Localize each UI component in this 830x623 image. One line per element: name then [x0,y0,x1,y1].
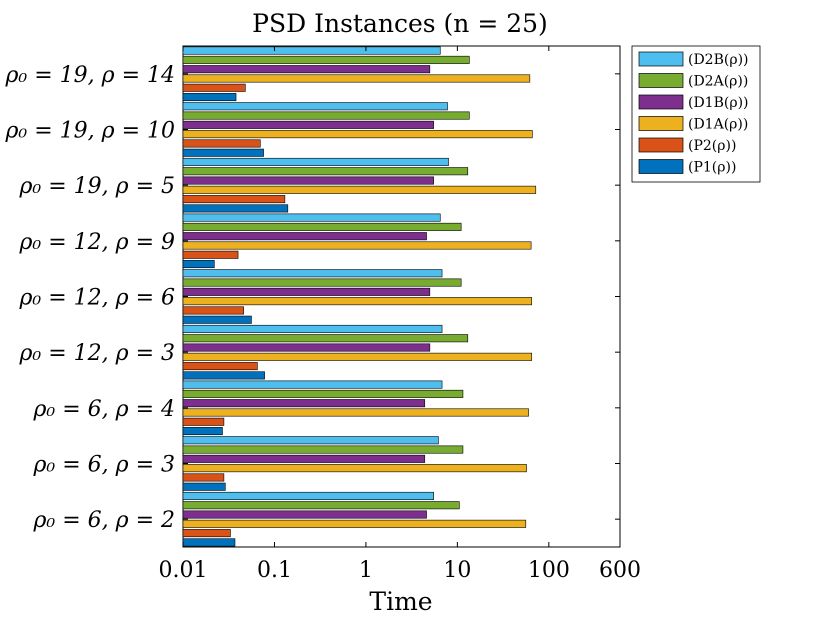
legend-swatch-p2 [638,137,684,153]
bar-p2-2 [182,195,286,204]
bars-layer [182,46,537,547]
legend-label-p2: (P2(ρ)) [688,138,736,154]
bar-d2a-1 [182,111,470,120]
x-tick-label: 0.01 [159,558,208,583]
bar-p1-0 [182,93,237,102]
bar-d1b-4 [182,287,431,296]
chart-title: PSD Instances (n = 25) [252,9,548,38]
y-tick-label: ρ₀ = 12, ρ = 9 [18,230,175,255]
bar-d2a-2 [182,167,469,176]
bar-d2a-0 [182,55,470,64]
bar-p1-4 [182,315,252,324]
legend-label-d1a: (D1A(ρ)) [688,117,748,133]
legend-swatch-d1b [638,94,684,110]
bar-d1a-5 [182,352,533,361]
bar-d2b-4 [182,269,443,278]
bar-p2-3 [182,250,239,259]
x-tick-label: 10 [443,558,471,583]
legend: (D2B(ρ)) (D2A(ρ)) (D1B(ρ)) (D1A(ρ)) (P2(ρ)) (… [631,45,761,183]
bar-d2a-3 [182,222,462,231]
bar-p2-4 [182,306,244,315]
legend-label-d1b: (D1B(ρ)) [688,95,749,111]
bar-d1b-1 [182,120,434,129]
legend-swatch-d2a [638,73,684,88]
y-tick-label: ρ₀ = 19, ρ = 5 [18,174,175,199]
bar-p1-2 [182,204,289,213]
bar-p2-6 [182,417,225,426]
bar-d2b-0 [182,46,441,55]
bar-d2b-2 [182,157,449,166]
bar-p2-0 [182,83,246,92]
plot-area [182,45,621,548]
bar-d2b-3 [182,213,441,222]
legend-swatch-p1 [638,159,684,174]
bar-d1b-3 [182,232,427,241]
legend-swatch-d1a [638,116,684,131]
bar-d2a-5 [182,334,469,343]
bar-d2b-8 [182,491,434,500]
bar-d1b-0 [182,65,431,74]
bar-d2a-8 [182,501,460,510]
x-tick-label: 0.1 [257,558,292,583]
y-tick-label: ρ₀ = 19, ρ = 10 [4,119,175,144]
bar-d2a-7 [182,445,464,454]
y-tick-label: ρ₀ = 12, ρ = 6 [18,286,175,311]
bar-d1b-8 [182,510,427,519]
bar-p2-7 [182,473,225,482]
legend-label-p1: (P1(ρ)) [688,160,736,176]
x-tick-label: 1 [359,558,373,583]
bar-d1a-0 [182,74,531,83]
bar-p2-5 [182,362,258,371]
bar-p1-1 [182,148,264,157]
bar-d1a-3 [182,241,532,250]
y-tick-label: ρ₀ = 19, ρ = 14 [4,63,175,88]
ticks-layer: ρ₀ = 19, ρ = 14 ρ₀ = 19, ρ = 10 ρ₀ = 19, ρ… [4,46,641,583]
y-tick-label: ρ₀ = 12, ρ = 3 [18,341,175,366]
bar-d1a-1 [182,130,533,139]
legend-label-d2a: (D2A(ρ)) [688,74,748,90]
bar-p1-8 [182,538,236,547]
bar-p2-8 [182,529,231,538]
y-tick-label: ρ₀ = 6, ρ = 4 [32,397,175,422]
bar-d2b-7 [182,436,439,445]
bar-p1-3 [182,260,215,269]
bar-d1b-2 [182,176,434,185]
bar-d1a-2 [182,185,537,194]
bar-d2b-5 [182,324,443,333]
x-tick-label: 600 [599,558,641,583]
bar-p1-7 [182,482,226,491]
bar-p1-5 [182,371,265,380]
x-axis-label: Time [369,587,432,616]
bar-d1b-5 [182,343,431,352]
y-tick-label: ρ₀ = 6, ρ = 2 [32,508,175,533]
bar-p1-6 [182,427,223,436]
bar-d1b-7 [182,454,426,463]
bar-p2-1 [182,139,261,148]
legend-swatch-d2b [638,51,684,67]
bar-d2b-6 [182,380,443,389]
bar-d1a-6 [182,408,529,417]
bar-d1b-6 [182,399,426,408]
bar-d1a-7 [182,464,527,473]
x-tick-label: 100 [528,558,570,583]
legend-label-d2b: (D2B(ρ)) [688,52,749,68]
bar-d2a-6 [182,389,464,398]
bar-d1a-8 [182,519,527,528]
bar-d1a-4 [182,297,533,306]
bar-d2a-4 [182,278,462,287]
y-tick-label: ρ₀ = 6, ρ = 3 [32,453,175,478]
bar-d2b-1 [182,102,448,111]
